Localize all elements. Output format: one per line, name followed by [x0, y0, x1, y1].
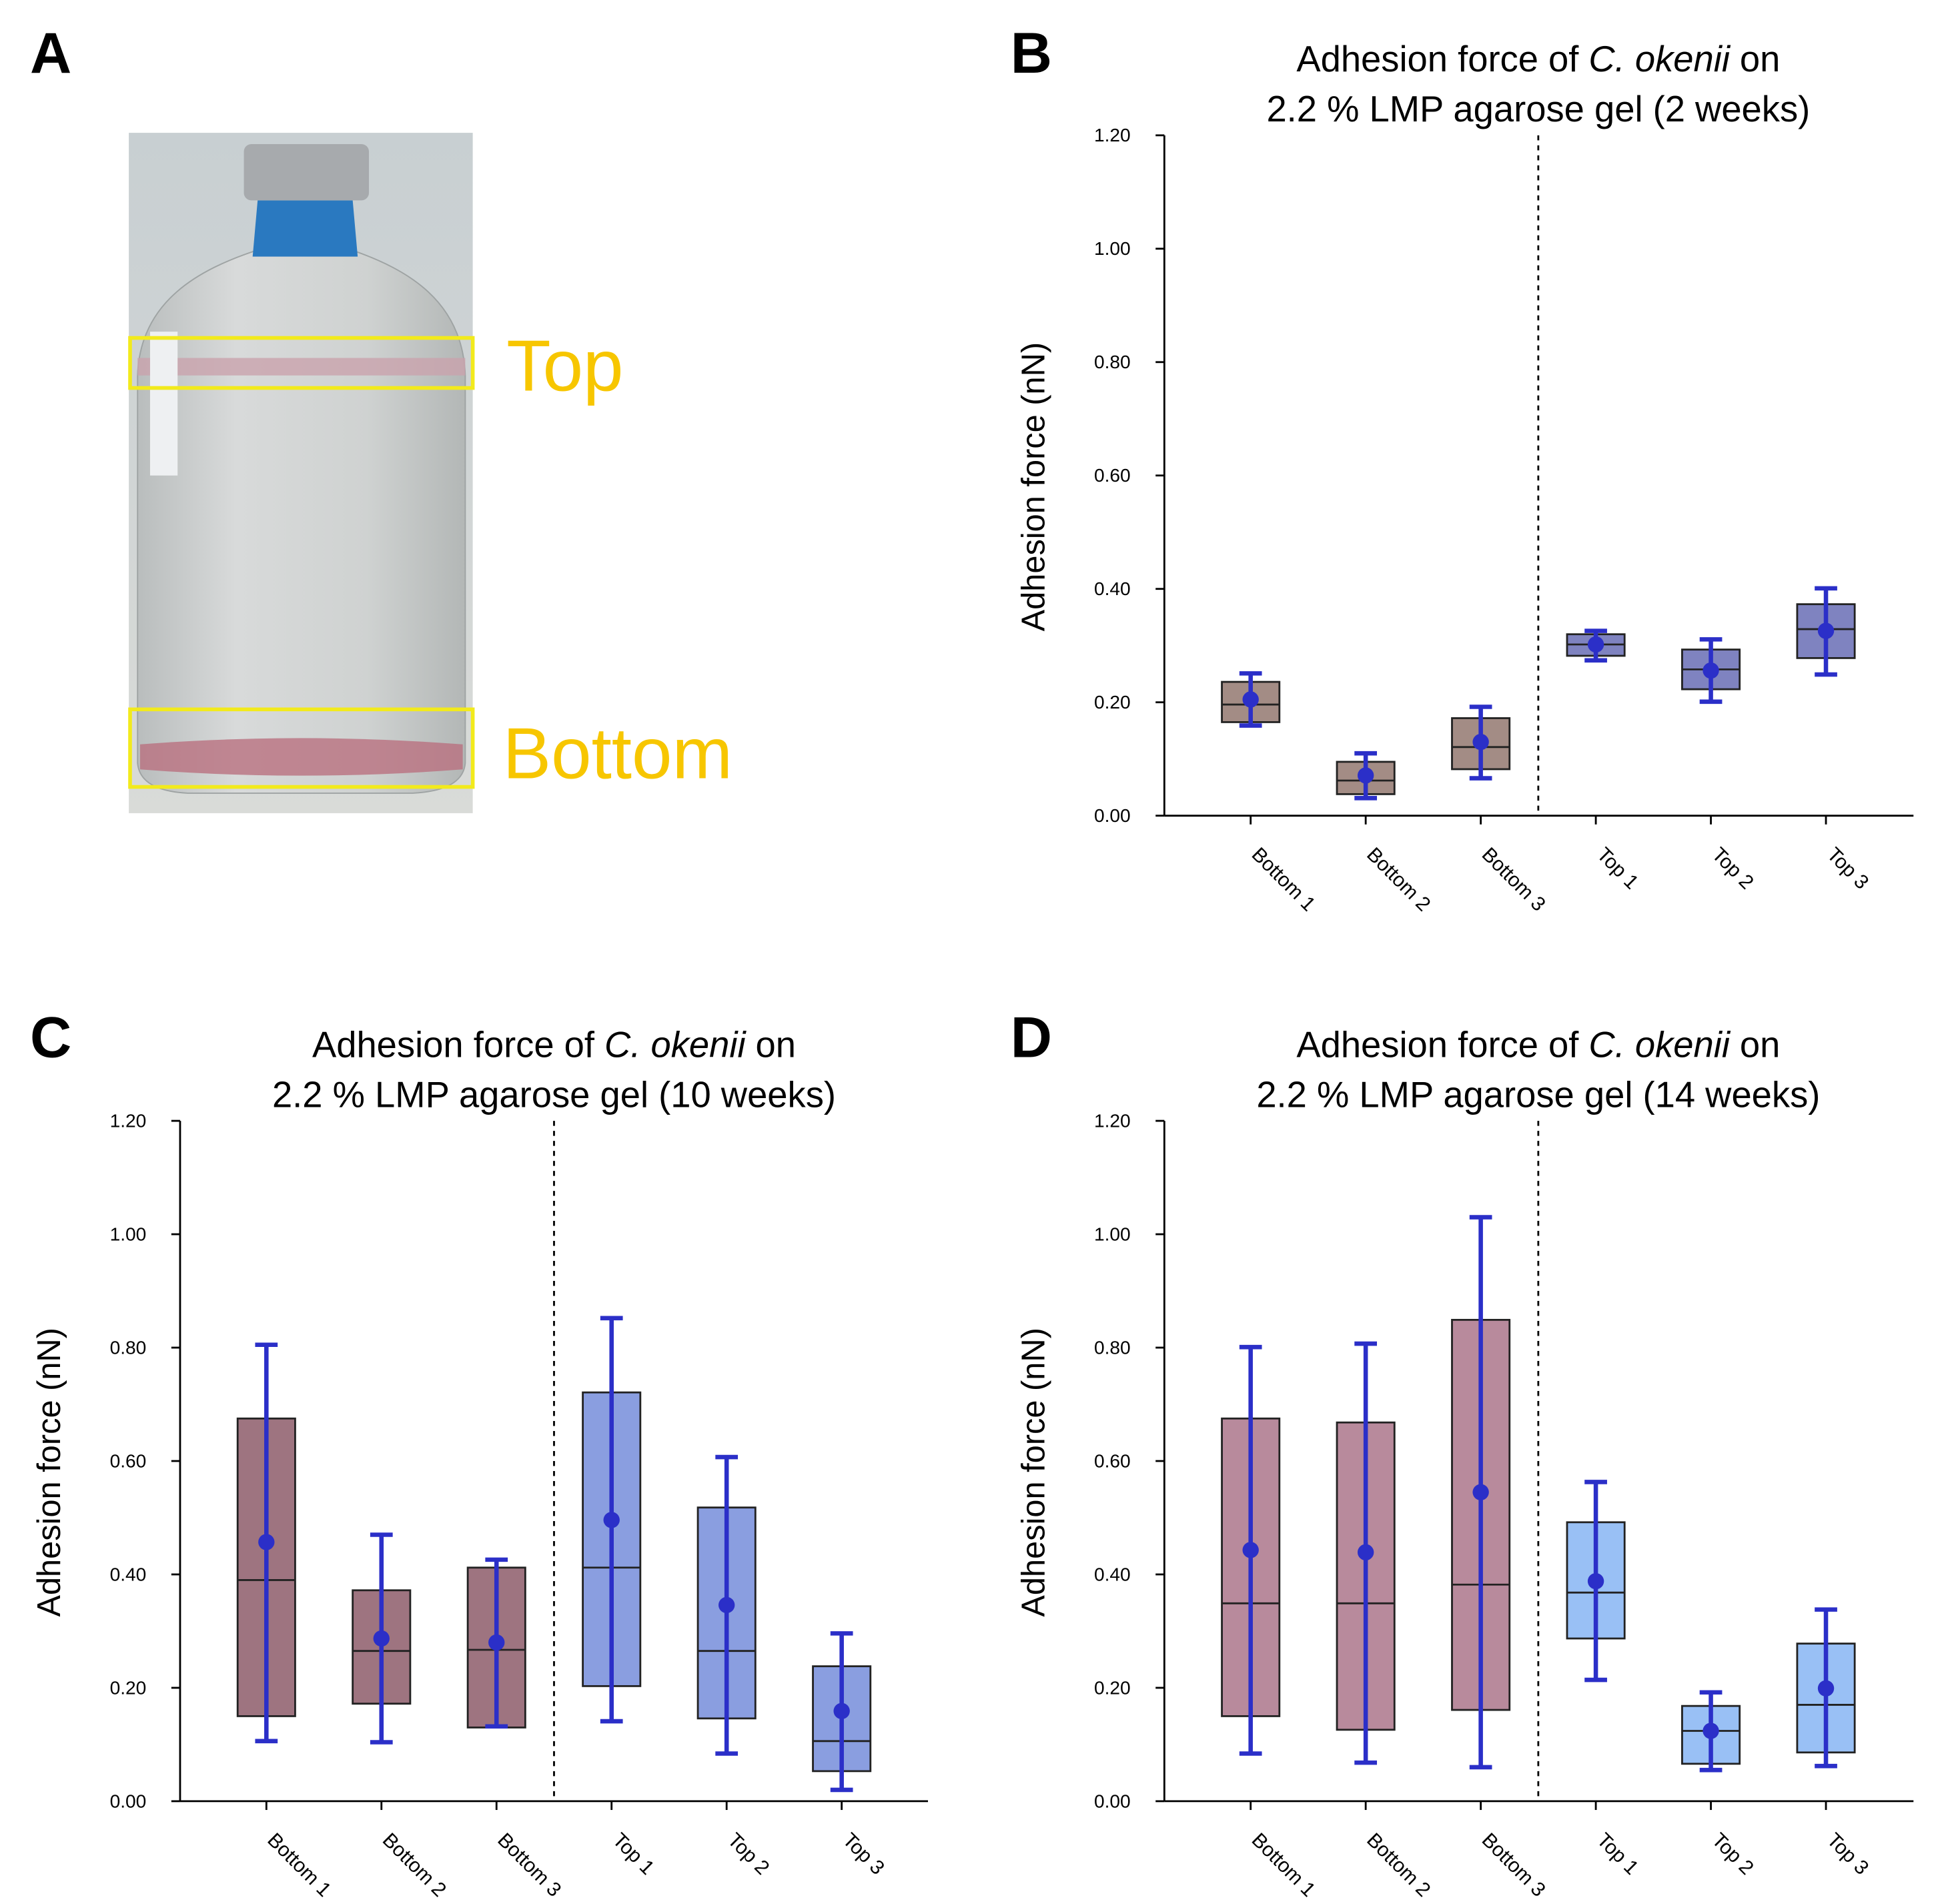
- y-tick-label: 0.40: [110, 1564, 147, 1584]
- y-tick-label: 0.20: [1094, 1677, 1131, 1698]
- mean-point: [488, 1634, 505, 1651]
- mean-point: [718, 1596, 735, 1614]
- y-tick-label: 1.00: [1094, 1224, 1131, 1244]
- title-part: Adhesion force of: [312, 1024, 595, 1065]
- photo: [128, 133, 475, 813]
- chart-title: Adhesion force of C. okenii on: [312, 1024, 796, 1065]
- title-part: C. okenii: [1588, 39, 1731, 79]
- mean-point: [1587, 1572, 1604, 1590]
- chart-title: Adhesion force of C. okenii on: [1296, 39, 1780, 79]
- y-tick-label: 1.00: [110, 1224, 147, 1244]
- y-tick-label: 1.00: [1094, 238, 1131, 259]
- mean-point: [1587, 636, 1604, 653]
- x-tick-label: Bottom 1: [1248, 843, 1320, 915]
- mean-point: [1703, 1723, 1719, 1739]
- y-tick-label: 0.80: [1094, 352, 1131, 372]
- panel-label: A: [30, 21, 71, 85]
- chart-title: Adhesion force of C. okenii on: [1296, 1024, 1780, 1065]
- mean-point: [1242, 1542, 1259, 1558]
- mean-point: [258, 1534, 275, 1550]
- y-tick-label: 0.20: [1094, 692, 1131, 712]
- title-part: on: [1740, 1024, 1780, 1065]
- y-axis-label: Adhesion force (nN): [1015, 342, 1051, 631]
- title-part: Adhesion force of: [1296, 39, 1579, 79]
- title-part: on: [756, 1024, 796, 1065]
- y-tick-label: 0.60: [1094, 1450, 1131, 1471]
- y-tick-label: 0.00: [1094, 805, 1131, 826]
- mean-point: [1472, 1484, 1489, 1500]
- y-tick-label: 1.20: [1094, 1110, 1131, 1131]
- x-tick-label: Top 3: [839, 1829, 889, 1879]
- y-tick-label: 0.60: [1094, 465, 1131, 486]
- x-tick-label: Bottom 2: [1362, 843, 1434, 915]
- x-tick-label: Top 3: [1823, 1829, 1873, 1879]
- y-tick-label: 0.40: [1094, 578, 1131, 599]
- y-tick-label: 1.20: [1094, 125, 1131, 145]
- region-label: Top: [506, 326, 623, 406]
- panel-label: B: [1011, 21, 1052, 85]
- y-tick-label: 0.80: [110, 1337, 147, 1358]
- mean-point: [603, 1512, 620, 1528]
- panel-label: C: [30, 1005, 71, 1069]
- y-tick-label: 0.00: [110, 1791, 147, 1811]
- title-part: C. okenii: [604, 1024, 747, 1065]
- mean-point: [1817, 622, 1835, 639]
- x-tick-label: Bottom 2: [378, 1829, 450, 1901]
- x-tick-label: Bottom 3: [1478, 843, 1550, 915]
- x-tick-label: Bottom 1: [1248, 1829, 1320, 1901]
- mean-point: [1472, 733, 1489, 751]
- panel-label: D: [1011, 1005, 1052, 1069]
- y-tick-label: 1.20: [110, 1110, 147, 1131]
- x-tick-label: Top 3: [1823, 843, 1873, 893]
- y-tick-label: 0.40: [1094, 1564, 1131, 1584]
- title-part: C. okenii: [1588, 1024, 1731, 1065]
- x-tick-label: Top 2: [1708, 843, 1758, 893]
- x-tick-label: Top 1: [1592, 843, 1642, 893]
- y-tick-label: 0.80: [1094, 1337, 1131, 1358]
- chart-subtitle: 2.2 % LMP agarose gel (10 weeks): [272, 1074, 836, 1115]
- y-axis-label: Adhesion force (nN): [1015, 1328, 1051, 1616]
- x-tick-label: Top 2: [723, 1829, 773, 1879]
- mean-point: [1817, 1680, 1835, 1697]
- y-axis-label: Adhesion force (nN): [31, 1328, 67, 1616]
- chart-subtitle: 2.2 % LMP agarose gel (14 weeks): [1256, 1074, 1820, 1115]
- x-tick-label: Bottom 1: [263, 1829, 335, 1901]
- y-tick-label: 0.00: [1094, 1791, 1131, 1811]
- mean-point: [1357, 1544, 1374, 1561]
- x-tick-label: Top 1: [608, 1829, 658, 1879]
- y-tick-label: 0.20: [110, 1677, 147, 1698]
- x-tick-label: Bottom 3: [493, 1829, 565, 1901]
- x-tick-label: Top 1: [1592, 1829, 1642, 1879]
- mean-point: [373, 1630, 390, 1647]
- title-part: on: [1740, 39, 1780, 79]
- title-part: Adhesion force of: [1296, 1024, 1579, 1065]
- chart-subtitle: 2.2 % LMP agarose gel (2 weeks): [1266, 89, 1810, 129]
- x-tick-label: Top 2: [1708, 1829, 1758, 1879]
- x-tick-label: Bottom 2: [1362, 1829, 1434, 1901]
- x-tick-label: Bottom 3: [1478, 1829, 1550, 1901]
- mean-point: [1703, 662, 1719, 679]
- mean-point: [1242, 691, 1259, 708]
- region-label: Bottom: [503, 713, 733, 794]
- mean-point: [833, 1703, 850, 1719]
- mean-point: [1357, 767, 1374, 784]
- y-tick-label: 0.60: [110, 1450, 147, 1471]
